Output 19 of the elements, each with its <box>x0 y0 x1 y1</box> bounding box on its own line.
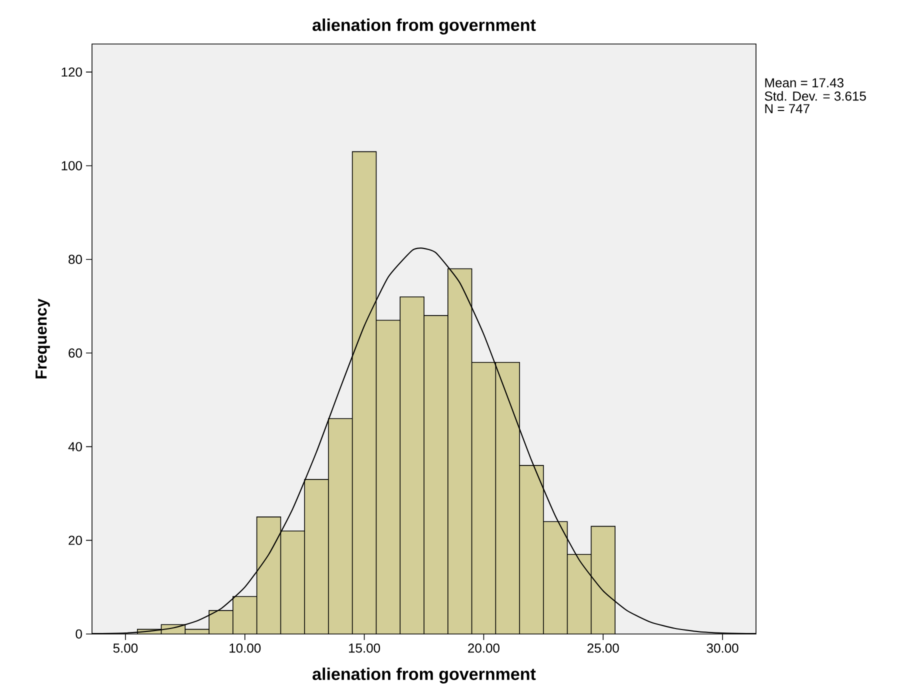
x-tick-label: 20.00 <box>468 644 500 653</box>
x-axis-title: alienation from government <box>312 668 536 684</box>
x-tick-label: 5.00 <box>113 644 138 653</box>
chart-title: alienation from government <box>312 18 536 34</box>
y-tick-label: 0 <box>76 629 82 639</box>
text: N = 747 <box>765 104 810 114</box>
text: Std. Dev. = 3.615 <box>764 91 866 101</box>
y-tick-label: 40 <box>68 442 82 452</box>
y-tick-label: 20 <box>68 536 82 545</box>
y-tick-label: 60 <box>68 348 82 358</box>
y-axis-title: Frequency <box>36 298 50 378</box>
x-tick-label: 10.00 <box>230 644 261 653</box>
x-tick-label: 25.00 <box>588 644 619 653</box>
x-tick-label: 15.00 <box>349 644 380 653</box>
y-tick-label: 120 <box>62 67 82 77</box>
x-tick-label: 30.00 <box>706 644 738 653</box>
text: Mean = 17.43 <box>765 78 844 88</box>
y-tick-label: 100 <box>62 161 82 170</box>
y-tick-label: 80 <box>68 254 82 264</box>
